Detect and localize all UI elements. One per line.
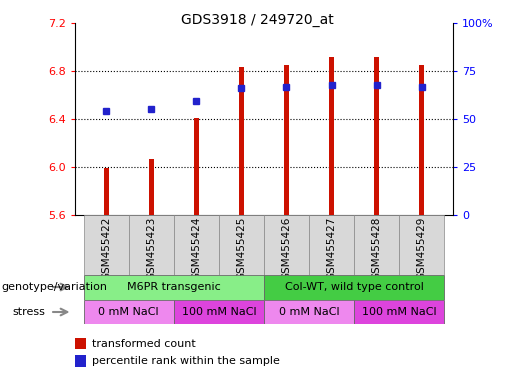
Text: GSM455429: GSM455429 [417,217,426,280]
Bar [148,159,154,215]
Text: GSM455425: GSM455425 [236,217,246,280]
Bar [75,355,86,367]
Bar [354,300,444,324]
Text: GSM455428: GSM455428 [372,217,382,280]
Bar [83,275,264,300]
Text: stress: stress [13,307,46,317]
Text: GSM455424: GSM455424 [192,217,201,280]
Bar [238,68,244,215]
Bar [174,300,264,324]
Text: 100 mM NaCl: 100 mM NaCl [182,307,256,317]
Text: GSM455426: GSM455426 [282,217,291,280]
Bar [374,56,379,215]
Text: GSM455423: GSM455423 [146,217,156,280]
Text: 100 mM NaCl: 100 mM NaCl [362,307,436,317]
Bar [174,215,219,275]
Bar [264,300,354,324]
Bar [309,215,354,275]
Bar [75,338,86,349]
Text: 0 mM NaCl: 0 mM NaCl [98,307,159,317]
Bar [264,275,444,300]
Text: Col-WT, wild type control: Col-WT, wild type control [285,282,423,292]
Text: GSM455427: GSM455427 [327,217,336,280]
Bar [219,215,264,275]
Bar [83,215,129,275]
Bar [264,215,309,275]
Bar [194,118,199,215]
Bar [419,65,424,215]
Text: GDS3918 / 249720_at: GDS3918 / 249720_at [181,13,334,27]
Bar [399,215,444,275]
Bar [354,215,399,275]
Text: transformed count: transformed count [92,339,196,349]
Bar [129,215,174,275]
Text: 0 mM NaCl: 0 mM NaCl [279,307,339,317]
Text: GSM455422: GSM455422 [101,217,111,280]
Text: percentile rank within the sample: percentile rank within the sample [92,356,280,366]
Text: M6PR transgenic: M6PR transgenic [127,282,221,292]
Bar [83,300,174,324]
Bar [104,168,109,215]
Bar [329,56,334,215]
Text: genotype/variation: genotype/variation [1,282,107,292]
Bar [284,65,289,215]
